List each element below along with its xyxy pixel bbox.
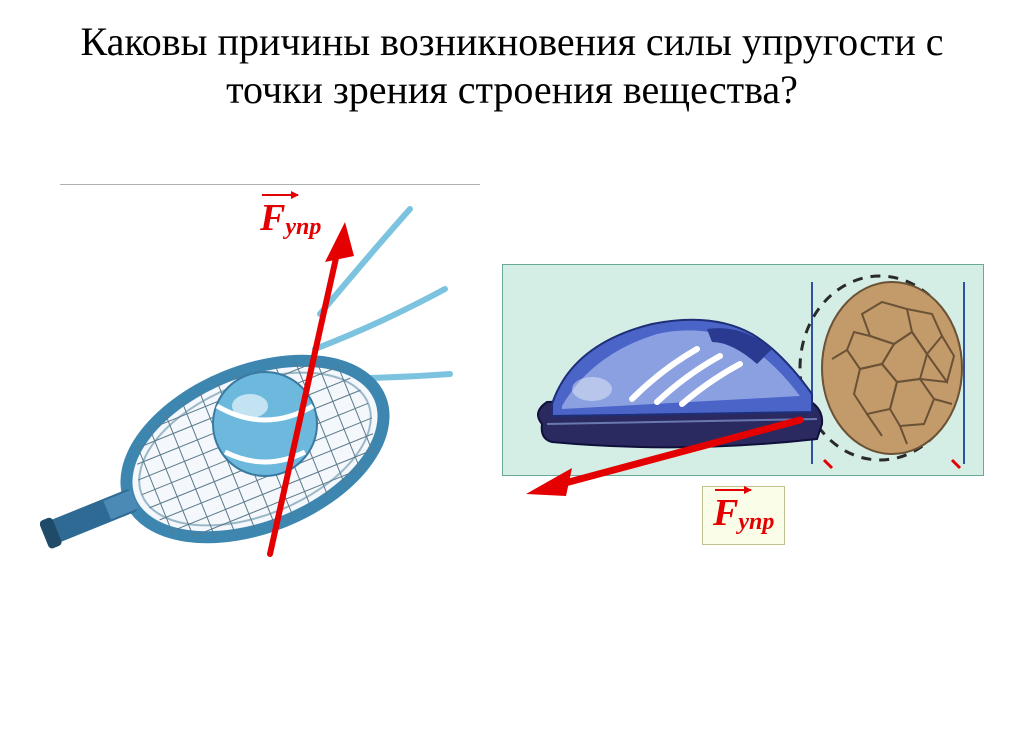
content-area: Fупр <box>0 114 1024 654</box>
f-subscript: упр <box>285 214 321 240</box>
force-label-right-box: Fупр <box>702 486 785 545</box>
divider-line <box>60 184 480 185</box>
vector-arrow-icon <box>715 489 751 491</box>
force-label-right: Fупр <box>713 491 774 536</box>
left-figure: Fупр <box>40 154 480 574</box>
title-text: Каковы причины возникновения силы упруго… <box>80 19 943 112</box>
f-symbol: F <box>260 197 285 239</box>
right-figure: Fупр <box>502 264 984 544</box>
force-label-left: Fупр <box>260 196 321 241</box>
f-symbol-right: F <box>713 492 738 534</box>
slide-title: Каковы причины возникновения силы упруго… <box>0 0 1024 114</box>
vector-arrow-icon <box>262 194 298 196</box>
f-subscript-right: упр <box>738 509 774 535</box>
